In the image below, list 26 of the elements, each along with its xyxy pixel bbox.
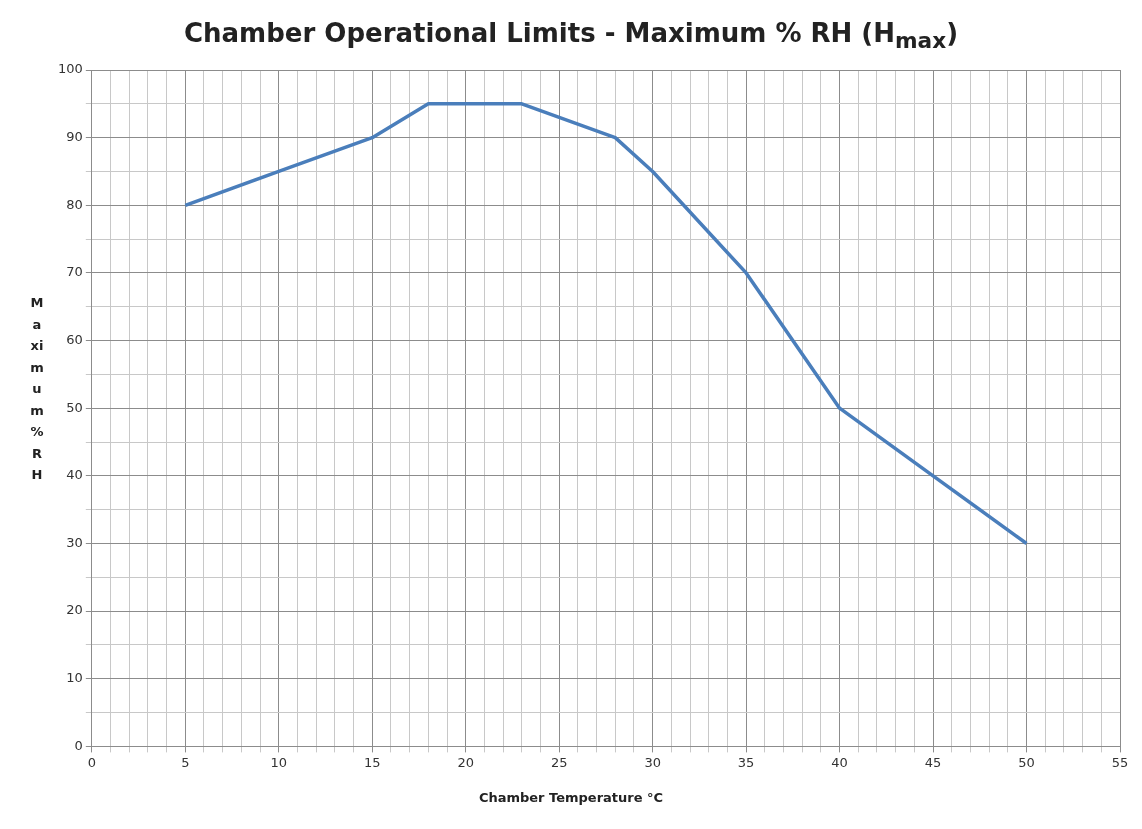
y-tick-label: 80 xyxy=(66,196,83,212)
y-tick-label: 70 xyxy=(66,264,83,280)
x-axis-title: Chamber Temperature °C xyxy=(477,790,665,805)
y-tick-label: 40 xyxy=(66,467,83,483)
x-tick-label: 15 xyxy=(363,754,381,770)
y-tick-label: 50 xyxy=(66,399,83,415)
x-tick-label: 10 xyxy=(270,754,288,770)
y-tick-label: 10 xyxy=(66,670,83,686)
y-tick-label: 60 xyxy=(66,331,83,347)
x-tick-label: 55 xyxy=(1111,754,1129,770)
y-tick-label: 30 xyxy=(66,534,83,550)
x-tick-label: 40 xyxy=(831,754,848,770)
y-tick-label: 90 xyxy=(66,129,83,145)
text: Maximum %RH xyxy=(30,295,44,482)
y-tick-label: 0 xyxy=(74,737,83,753)
y-tick-label: 100 xyxy=(57,61,83,77)
x-tick-label: 20 xyxy=(457,754,474,770)
x-tick-label: 0 xyxy=(87,754,96,770)
y-tick-label: 20 xyxy=(66,602,83,618)
x-tick-label: 30 xyxy=(644,754,661,770)
chart-title: Chamber Operational Limits - Maximum % RH (H$_{max}$) xyxy=(182,18,959,54)
x-tick-label: 35 xyxy=(737,754,755,770)
x-tick-label: 45 xyxy=(924,754,942,770)
x-tick-label: 25 xyxy=(550,754,568,770)
x-tick-label: 50 xyxy=(1018,754,1035,770)
x-tick-label: 5 xyxy=(181,754,190,770)
